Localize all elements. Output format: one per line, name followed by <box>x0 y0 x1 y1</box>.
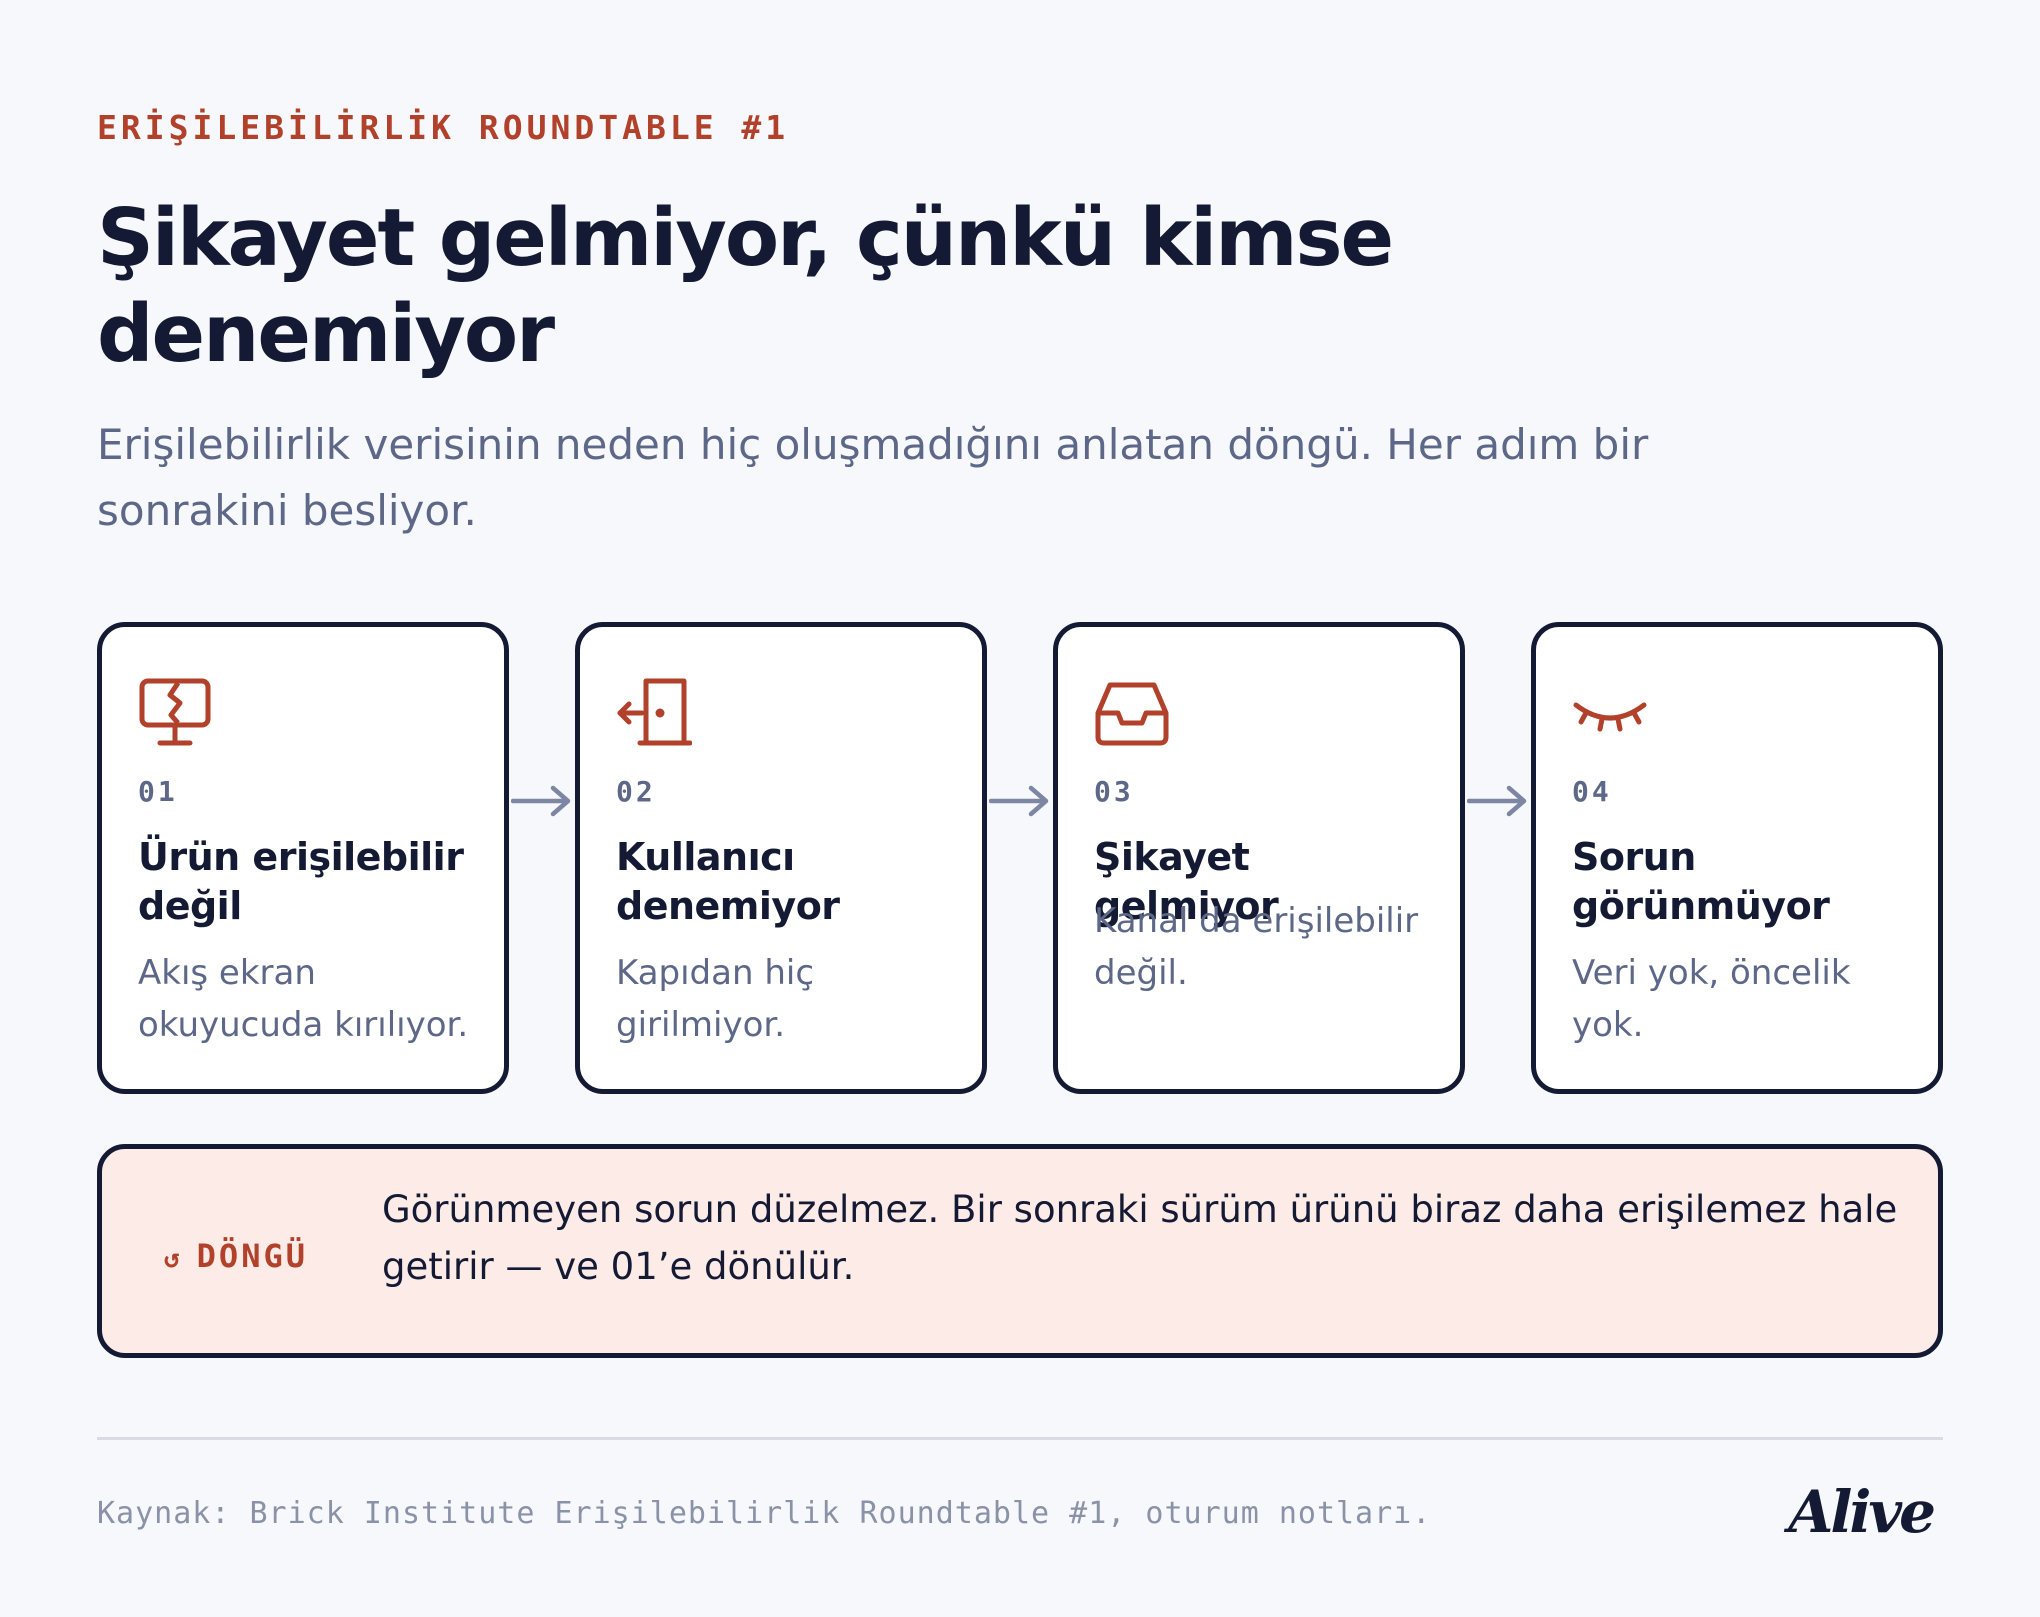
page: ERİŞİLEBİLİRLİK ROUNDTABLE #1 Şikayet ge… <box>97 0 1943 1617</box>
closed-eye-icon <box>1573 702 1647 732</box>
loop-callout: ↺ DÖNGÜ Görünmeyen sorun düzelmez. Bir so… <box>97 1144 1943 1358</box>
loop-text: Görünmeyen sorun düzelmez. Bir sonraki s… <box>382 1188 1898 1288</box>
arrow-right-icon <box>511 785 571 817</box>
loop-arrow-icon: ↺ <box>164 1244 183 1274</box>
step-description: Akış ekran okuyucuda kırılıyor. <box>138 953 469 1045</box>
step-number: 03 <box>1094 775 1134 808</box>
step-description: Kapıdan hiç girilmiyor. <box>616 953 815 1045</box>
step-number: 01 <box>138 775 178 808</box>
page-subtitle: Erişilebilirlik verisinin neden hiç oluş… <box>97 420 1649 535</box>
eyebrow-label: ERİŞİLEBİLİRLİK ROUNDTABLE #1 <box>97 108 790 147</box>
cycle-steps: 01 Ürün erişilebilir değil Akış ekran ok… <box>97 622 1943 1094</box>
step-title: Ürün erişilebilir değil <box>138 835 464 928</box>
step-description: Veri yok, öncelik yok. <box>1572 953 1851 1045</box>
source-note: Kaynak: Brick Institute Erişilebilirlik … <box>97 1496 1432 1531</box>
step-title: Sorun görünmüyor <box>1572 835 1830 928</box>
inbox-icon <box>1095 682 1169 746</box>
brand-logo: Alive <box>1788 1478 1936 1546</box>
loop-tag-label: DÖNGÜ <box>196 1237 308 1275</box>
step-number: 04 <box>1572 775 1612 808</box>
step-card-01: 01 Ürün erişilebilir değil Akış ekran ok… <box>97 622 509 1094</box>
arrow-right-icon <box>1467 785 1527 817</box>
footer-divider <box>97 1437 1943 1440</box>
step-card-03: 03 Şikayet gelmiyor Kanal da erişilebili… <box>1053 622 1465 1094</box>
arrow-right-icon <box>989 785 1049 817</box>
page-title: Şikayet gelmiyor, çünkü kimse denemiyor <box>97 192 1394 380</box>
loop-tag: ↺ DÖNGÜ <box>164 1237 308 1275</box>
step-card-02: 02 Kullanıcı denemiyor Kapıdan hiç giril… <box>575 622 987 1094</box>
step-title: Kullanıcı denemiyor <box>616 835 840 928</box>
step-title: Şikayet gelmiyor <box>1094 835 1279 928</box>
broken-monitor-icon <box>139 678 211 746</box>
step-card-04: 04 Sorun görünmüyor Veri yok, öncelik yo… <box>1531 622 1943 1094</box>
step-description: Kanal da erişilebilir değil. <box>1094 901 1419 993</box>
door-exit-icon <box>617 678 692 746</box>
step-number: 02 <box>616 775 656 808</box>
